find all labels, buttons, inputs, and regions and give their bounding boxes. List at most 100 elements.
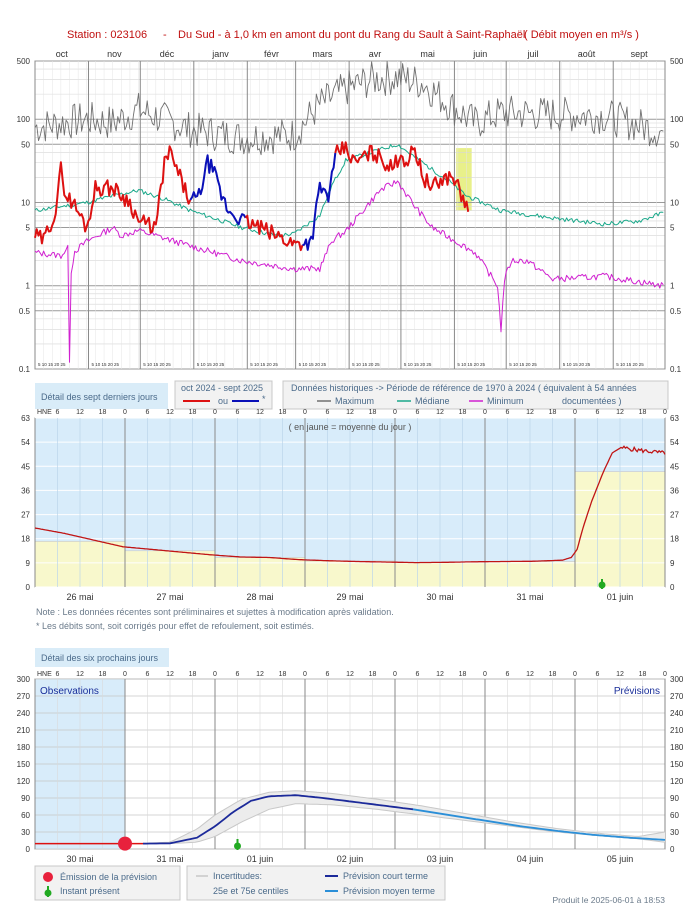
week-day-label: 26 mai xyxy=(66,592,93,602)
week-day-label: 01 juin xyxy=(607,592,634,602)
y-tick-left: 0.1 xyxy=(19,365,31,374)
forecast-day-label: 04 juin xyxy=(517,854,544,864)
forecast-day-label: 30 mai xyxy=(66,854,93,864)
forecast-hour-label: 6 xyxy=(596,671,600,678)
week-day-label: 31 mai xyxy=(516,592,543,602)
day-ticks-label: 5 10 15 20 25 xyxy=(404,362,432,367)
week-hour-label: 0 xyxy=(573,409,577,416)
forecast-hour-label: 6 xyxy=(146,671,150,678)
forecast-y-tick-right: 30 xyxy=(670,828,679,837)
forecast-hour-label: 6 xyxy=(56,671,60,678)
forecast-hne-label: HNE xyxy=(37,671,52,678)
week-hour-label: 6 xyxy=(56,409,60,416)
present-label: Instant présent xyxy=(60,886,120,896)
week-hour-label: 18 xyxy=(189,409,197,416)
legend-documented-label: documentées ) xyxy=(562,396,622,406)
forecast-day-label: 31 mai xyxy=(156,854,183,864)
seven-days-tab-label[interactable]: Détail des sept derniers jours xyxy=(41,392,158,402)
forecast-day-label: 03 juin xyxy=(427,854,454,864)
week-y-tick-left: 63 xyxy=(21,414,30,423)
note-preliminary: Note : Les données récentes sont prélimi… xyxy=(36,607,394,617)
y-tick-left: 10 xyxy=(21,198,30,207)
forecast-day-label: 01 juin xyxy=(247,854,274,864)
legend-star: * xyxy=(262,394,266,404)
week-hour-label: 0 xyxy=(123,409,127,416)
six-days-tab[interactable] xyxy=(35,648,169,667)
y-tick-right: 10 xyxy=(670,198,679,207)
month-label: sept xyxy=(631,49,649,59)
week-hour-label: 18 xyxy=(549,409,557,416)
forecast-y-tick-right: 210 xyxy=(670,726,684,735)
forecast-y-tick-left: 60 xyxy=(21,811,30,820)
week-hour-label: 18 xyxy=(459,409,467,416)
week-y-tick-right: 54 xyxy=(670,438,679,447)
series-current-line xyxy=(244,214,304,252)
week-y-tick-right: 45 xyxy=(670,462,679,471)
week-y-tick-right: 18 xyxy=(670,535,679,544)
week-hour-label: 6 xyxy=(506,409,510,416)
forecast-hour-label: 0 xyxy=(573,671,577,678)
week-day-label: 30 mai xyxy=(426,592,453,602)
y-tick-left: 100 xyxy=(17,115,31,124)
month-label: juil xyxy=(526,49,538,59)
forecast-y-tick-left: 270 xyxy=(17,692,31,701)
forecast-day-label: 05 juin xyxy=(607,854,634,864)
forecast-hour-label: 12 xyxy=(526,671,534,678)
seven-days-tab[interactable] xyxy=(35,383,168,409)
annual-plot-area xyxy=(34,60,666,370)
forecast-y-tick-right: 240 xyxy=(670,709,684,718)
week-hour-label: 12 xyxy=(436,409,444,416)
note-corrected: * Les débits sont, soit corrigés pour ef… xyxy=(36,621,314,631)
forecast-hour-label: 12 xyxy=(616,671,624,678)
forecast-y-tick-right: 90 xyxy=(670,794,679,803)
week-hour-label: 6 xyxy=(146,409,150,416)
week-y-tick-left: 36 xyxy=(21,486,30,495)
week-y-tick-left: 45 xyxy=(21,462,30,471)
forecast-legend-box-right xyxy=(186,865,446,901)
week-day-label: 29 mai xyxy=(336,592,363,602)
week-y-tick-left: 18 xyxy=(21,535,30,544)
forecast-hour-label: 6 xyxy=(236,671,240,678)
week-hour-label: 6 xyxy=(236,409,240,416)
week-y-tick-left: 0 xyxy=(26,583,31,592)
forecast-hour-label: 6 xyxy=(506,671,510,678)
week-y-tick-right: 0 xyxy=(670,583,675,592)
six-days-tab-label[interactable]: Détail des six prochains jours xyxy=(41,653,159,663)
day-ticks-label: 5 10 15 20 25 xyxy=(92,362,120,367)
forecast-hour-label: 18 xyxy=(369,671,377,678)
present-dot-icon xyxy=(234,842,241,850)
week-hne-label: HNE xyxy=(37,409,52,416)
forecast-y-tick-right: 60 xyxy=(670,811,679,820)
day-ticks-label: 5 10 15 20 25 xyxy=(197,362,225,367)
week-y-tick-right: 27 xyxy=(670,511,679,520)
uncertainty-upper-line xyxy=(142,790,666,844)
day-ticks-label: 5 10 15 20 25 xyxy=(616,362,644,367)
forecast-y-tick-left: 90 xyxy=(21,794,30,803)
week-y-tick-left: 9 xyxy=(26,559,31,568)
forecast-hour-label: 6 xyxy=(416,671,420,678)
series-current-estimated-line xyxy=(302,152,337,251)
forecast-hour-label: 0 xyxy=(663,671,667,678)
forecast-y-tick-left: 180 xyxy=(17,743,31,752)
forecast-hour-label: 18 xyxy=(189,671,197,678)
week-hour-label: 6 xyxy=(326,409,330,416)
legend-min-label: Minimum xyxy=(487,396,524,406)
week-hour-label: 0 xyxy=(303,409,307,416)
week-hour-label: 18 xyxy=(99,409,107,416)
week-hour-label: 12 xyxy=(76,409,84,416)
forecast-hour-label: 0 xyxy=(483,671,487,678)
medium-label: Prévision moyen terme xyxy=(343,886,435,896)
forecast-y-tick-right: 150 xyxy=(670,760,684,769)
legend-ou: ou xyxy=(218,396,228,406)
y-tick-right: 0.1 xyxy=(670,365,682,374)
y-tick-right: 5 xyxy=(670,224,675,233)
week-flow-line xyxy=(34,445,666,564)
forecast-hour-label: 0 xyxy=(393,671,397,678)
series-current-line xyxy=(334,141,470,212)
legend-median-label: Médiane xyxy=(415,396,450,406)
forecast-hour-label: 0 xyxy=(213,671,217,678)
observations-label: Observations xyxy=(40,686,99,697)
y-tick-right: 100 xyxy=(670,115,684,124)
